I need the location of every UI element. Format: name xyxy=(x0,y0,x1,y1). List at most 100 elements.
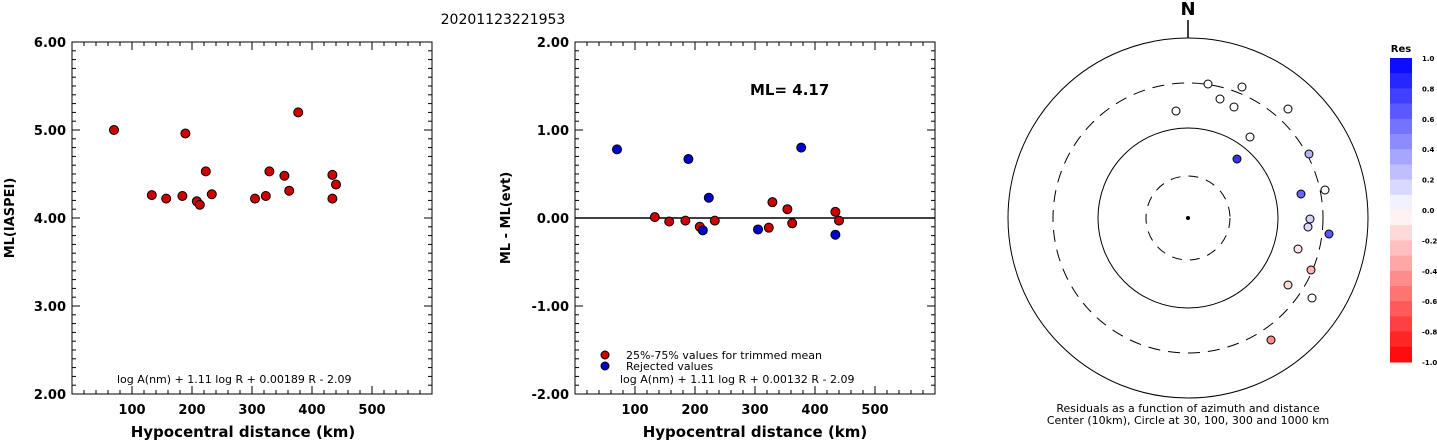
data-point xyxy=(206,189,217,200)
legend-marker-rejected xyxy=(600,361,610,371)
residual-point xyxy=(1324,229,1334,239)
data-point xyxy=(260,191,271,201)
plot-frame-1 xyxy=(71,41,433,395)
residual-point xyxy=(1266,335,1276,345)
data-point xyxy=(787,218,798,229)
colorbar-tick-label: 1.0 xyxy=(1422,55,1435,63)
circle-1000km xyxy=(1007,37,1369,399)
legend: 25%-75% values for trimmed mean Rejected… xyxy=(600,349,822,373)
x-tick-label: 200 xyxy=(178,403,205,418)
y-tick-label: -1.00 xyxy=(532,300,569,315)
data-point xyxy=(709,215,720,226)
residual-point xyxy=(1320,185,1330,195)
colorbar-tick-label: 0.8 xyxy=(1422,85,1435,93)
colorbar-tick-label: 0.6 xyxy=(1422,116,1435,124)
y-tick-label: 6.00 xyxy=(34,36,66,51)
residual-point xyxy=(1203,79,1213,89)
data-point xyxy=(703,192,714,203)
colorbar-cell xyxy=(1390,301,1412,317)
legend-label-trimmed: 25%-75% values for trimmed mean xyxy=(626,349,822,362)
colorbar-tick-label: -0.2 xyxy=(1422,237,1437,245)
data-point xyxy=(194,199,205,210)
x-tick-label: 200 xyxy=(681,403,708,418)
x-axis-label-2: Hypocentral distance (km) xyxy=(643,423,868,441)
data-point xyxy=(264,166,275,177)
data-point xyxy=(161,193,172,204)
data-point xyxy=(683,154,694,165)
colorbar-title: Res xyxy=(1391,44,1411,55)
data-point xyxy=(146,190,157,201)
data-point xyxy=(180,128,191,139)
residual-point xyxy=(1293,244,1303,254)
residual-point xyxy=(1215,94,1225,104)
x-tick-label: 300 xyxy=(741,403,768,418)
x-tick-label: 100 xyxy=(118,403,145,418)
colorbar-cell xyxy=(1390,149,1412,165)
y-tick-label: 5.00 xyxy=(34,124,66,139)
residual-point xyxy=(1283,280,1293,290)
x-axis-label-1: Hypocentral distance (km) xyxy=(131,423,356,441)
y-axis-label-2: ML - ML(evt) xyxy=(499,172,514,264)
y-axis-label-1: ML(IASPEI) xyxy=(3,178,18,259)
colorbar-cell xyxy=(1390,118,1412,135)
y-tick-label: 0.00 xyxy=(537,212,569,227)
data-point xyxy=(331,179,341,190)
data-point xyxy=(830,206,841,217)
data-point xyxy=(796,142,807,153)
colorbar-cell xyxy=(1390,255,1412,272)
colorbar-cell xyxy=(1390,134,1412,150)
page-title: 20201123221953 xyxy=(441,12,566,28)
residual-point xyxy=(1229,102,1239,112)
data-point xyxy=(612,144,622,155)
colorbar-cell xyxy=(1390,286,1412,302)
residual-point xyxy=(1232,154,1242,164)
colorbar-tick-label: 0.4 xyxy=(1422,146,1435,154)
data-point xyxy=(834,215,844,226)
data-point xyxy=(782,204,793,215)
data-point xyxy=(284,185,295,196)
x-tick-label: 400 xyxy=(801,403,828,418)
colorbar-cell xyxy=(1390,270,1412,287)
colorbar-cell xyxy=(1390,103,1412,120)
data-point xyxy=(767,197,778,208)
residual-point xyxy=(1245,132,1255,142)
colorbar-tick-label: 0.2 xyxy=(1422,177,1435,185)
colorbar-tick-label: -0.6 xyxy=(1422,298,1437,306)
residual-point xyxy=(1283,104,1293,114)
colorbar-cell xyxy=(1390,210,1412,226)
polar-caption-2: Center (10km), Circle at 30, 100, 300 an… xyxy=(1047,414,1329,427)
residual-point xyxy=(1296,189,1306,199)
data-point xyxy=(664,216,675,227)
colorbar: Res 1.0 0.8 0.6 0.4 0.2 0.0 -0.2 -0.4 -0.6 -0.8 -1… xyxy=(1390,44,1437,367)
data-point xyxy=(177,191,188,201)
residual-point xyxy=(1171,106,1181,116)
colorbar-tick-label: -1.0 xyxy=(1422,359,1437,367)
colorbar-cell xyxy=(1390,179,1412,196)
circle-300km xyxy=(1052,82,1324,354)
data-point xyxy=(293,107,304,118)
y-tick-label: 1.00 xyxy=(537,124,569,139)
residual-point xyxy=(1303,222,1313,232)
colorbar-cell xyxy=(1390,73,1412,89)
colorbar-tick-label: -0.8 xyxy=(1422,329,1437,337)
circle-100km xyxy=(1097,127,1279,309)
data-point xyxy=(327,193,338,204)
colorbar-cell xyxy=(1390,164,1412,181)
colorbar-tick-label: -0.4 xyxy=(1422,268,1437,276)
data-point xyxy=(697,225,708,236)
residual-point xyxy=(1304,149,1314,159)
data-point xyxy=(680,215,691,226)
residual-point xyxy=(1307,293,1317,303)
data-point xyxy=(753,224,763,235)
circle-30km xyxy=(1145,175,1231,261)
legend-label-rejected: Rejected values xyxy=(626,360,713,373)
data-point xyxy=(109,125,119,135)
x-tick-label: 500 xyxy=(861,403,888,418)
colorbar-cell xyxy=(1390,58,1412,74)
x-tick-label: 500 xyxy=(358,403,385,418)
ml-annotation: ML= 4.17 xyxy=(750,81,829,99)
data-point xyxy=(830,229,841,240)
x-tick-label: 300 xyxy=(238,403,265,418)
residual-point xyxy=(1237,82,1247,92)
residual-point xyxy=(1306,265,1316,275)
